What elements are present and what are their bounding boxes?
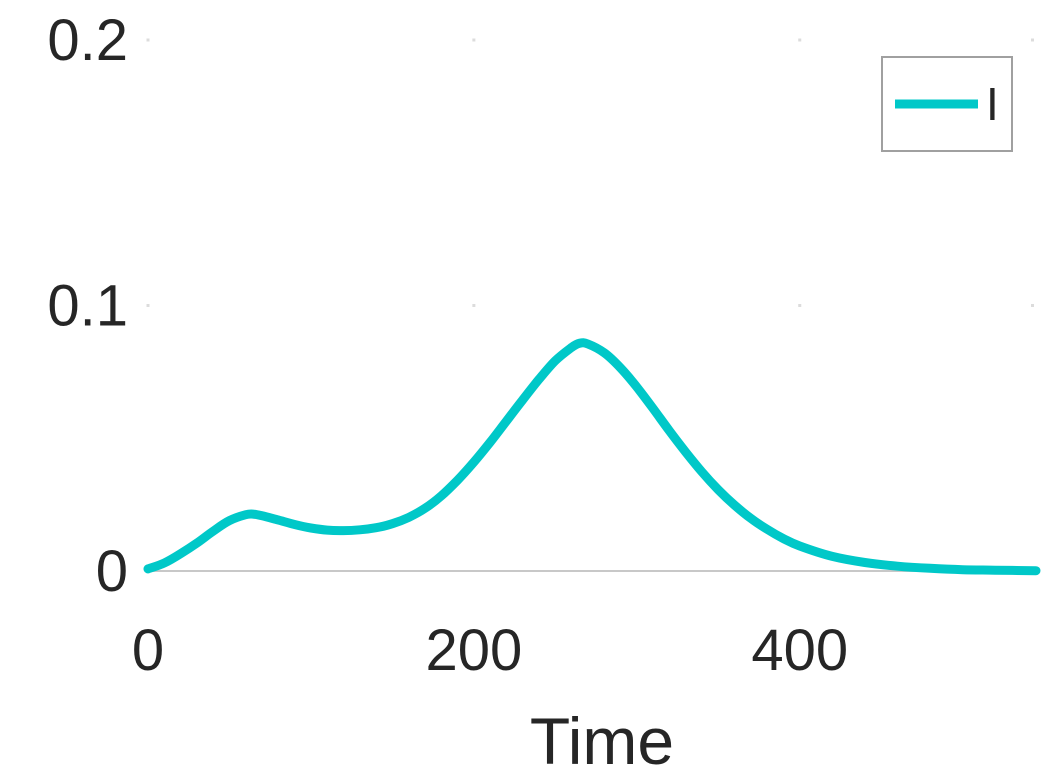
x-axis-label: Time [530, 704, 674, 774]
series-line-I [143, 338, 1041, 576]
tick-dot [1031, 304, 1034, 307]
grid-dots [146, 38, 1034, 307]
legend-label: I [986, 78, 999, 130]
legend: I [881, 56, 1013, 152]
tick-dot [472, 38, 476, 42]
x-tick-label: 400 [751, 618, 848, 683]
x-tick-label: 200 [425, 618, 522, 683]
x-tick-label: 0 [132, 618, 164, 683]
tick-dot [146, 38, 150, 42]
tick-dot [798, 38, 802, 42]
y-tick-label: 0.1 [47, 274, 128, 339]
tick-dot [146, 304, 150, 307]
y-axis: 0 0.1 0.2 [47, 8, 128, 604]
tick-dot [472, 304, 476, 307]
y-tick-label: 0.2 [47, 8, 128, 73]
tick-dot [798, 304, 802, 307]
tick-dot [1031, 38, 1034, 42]
x-axis: 0 200 400 [132, 618, 848, 683]
y-tick-label: 0 [96, 539, 128, 604]
series-layer [143, 338, 1041, 576]
